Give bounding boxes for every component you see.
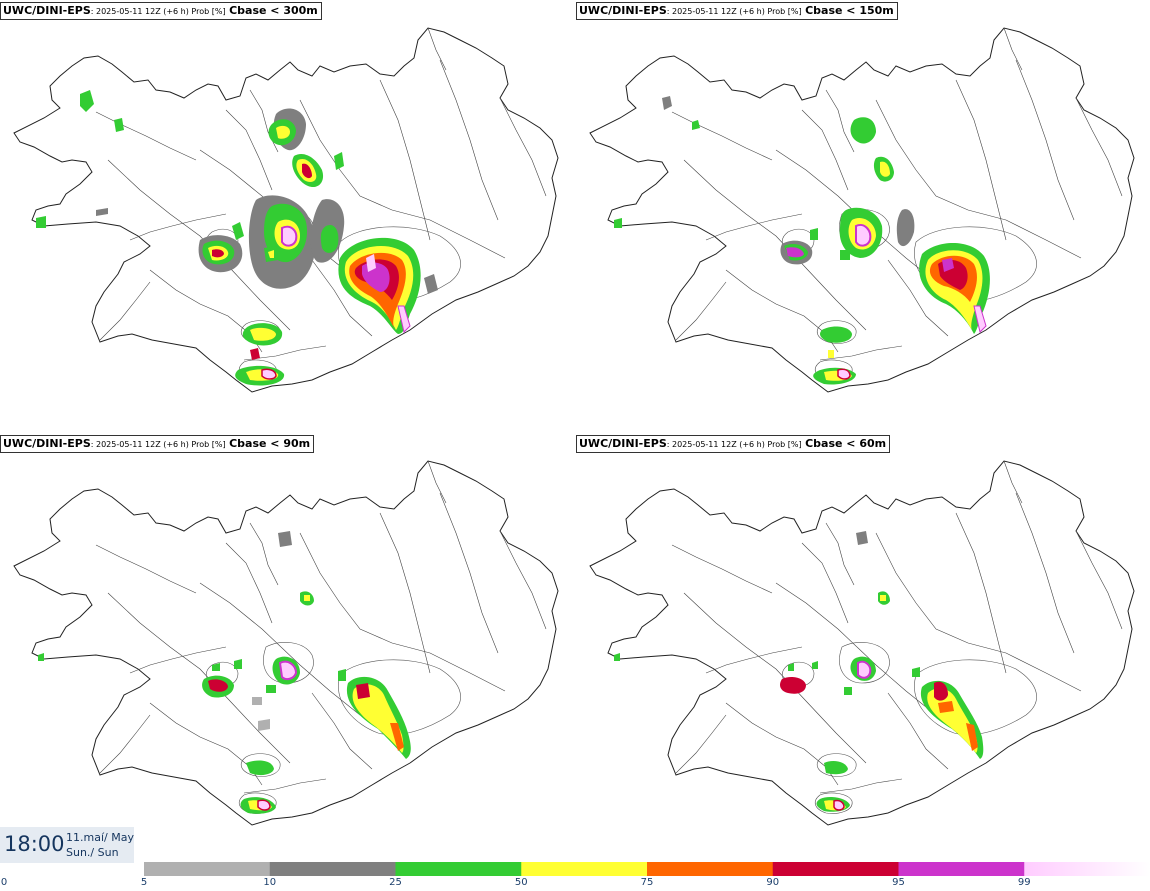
probability-field bbox=[614, 531, 984, 812]
valid-time-box: 18:00 11.maí/ May Sun./ Sun bbox=[0, 827, 134, 863]
legend-swatch bbox=[144, 862, 271, 876]
valid-date-line2: Sun./ Sun bbox=[66, 846, 119, 859]
run-info: : 2025-05-11 12Z (+6 h) Prob [%] bbox=[90, 440, 226, 449]
legend-tick-label: 10 bbox=[263, 877, 277, 888]
variable-name: Cbase < 90m bbox=[229, 437, 311, 450]
panel-title: UWC/DINI-EPS: 2025-05-11 12Z (+6 h) Prob… bbox=[576, 435, 891, 453]
legend-swatch bbox=[269, 862, 396, 876]
legend-swatch bbox=[521, 862, 648, 876]
map-panel-cbase-90: UWC/DINI-EPS: 2025-05-11 12Z (+6 h) Prob… bbox=[0, 433, 574, 863]
legend-swatch bbox=[898, 862, 1025, 876]
iceland-probability-map bbox=[589, 27, 1135, 393]
variable-name: Cbase < 60m bbox=[805, 437, 887, 450]
legend-tick-label: 0 bbox=[0, 877, 8, 888]
legend-tick-label: 99 bbox=[1017, 877, 1031, 888]
legend-tick-label: 25 bbox=[389, 877, 402, 888]
probability-field bbox=[614, 96, 990, 385]
legend-swatch bbox=[395, 862, 522, 876]
iceland-probability-map bbox=[13, 27, 559, 393]
legend-tick-label: 50 bbox=[514, 877, 528, 888]
model-name: UWC/DINI-EPS bbox=[3, 437, 91, 450]
probability-field bbox=[36, 90, 438, 386]
iceland-probability-map bbox=[13, 460, 559, 826]
model-name: UWC/DINI-EPS bbox=[579, 437, 667, 450]
legend-tick-label: 5 bbox=[140, 877, 148, 888]
legend-swatch bbox=[772, 862, 899, 876]
variable-name: Cbase < 150m bbox=[805, 4, 894, 17]
panel-title: UWC/DINI-EPS: 2025-05-11 12Z (+6 h) Prob… bbox=[0, 2, 322, 20]
run-info: : 2025-05-11 12Z (+6 h) Prob [%] bbox=[90, 7, 226, 16]
variable-name: Cbase < 300m bbox=[229, 4, 318, 17]
probability-color-scale bbox=[144, 862, 1150, 876]
panel-title: UWC/DINI-EPS: 2025-05-11 12Z (+6 h) Prob… bbox=[576, 2, 898, 20]
run-info: : 2025-05-11 12Z (+6 h) Prob [%] bbox=[666, 440, 802, 449]
legend-tick-label: 95 bbox=[892, 877, 905, 888]
legend-swatch bbox=[1024, 862, 1150, 876]
map-panel-cbase-300: UWC/DINI-EPS: 2025-05-11 12Z (+6 h) Prob… bbox=[0, 0, 574, 430]
model-name: UWC/DINI-EPS bbox=[3, 4, 91, 17]
map-panel-cbase-60: UWC/DINI-EPS: 2025-05-11 12Z (+6 h) Prob… bbox=[576, 433, 1150, 863]
valid-date-line1: 11.maí/ May bbox=[66, 831, 134, 844]
legend-tick-label: 90 bbox=[766, 877, 780, 888]
model-name: UWC/DINI-EPS bbox=[579, 4, 667, 17]
legend-swatch bbox=[647, 862, 774, 876]
legend-tick-label: 75 bbox=[640, 877, 654, 888]
run-info: : 2025-05-11 12Z (+6 h) Prob [%] bbox=[666, 7, 802, 16]
valid-time-clock: 18:00 bbox=[4, 832, 65, 856]
probability-field bbox=[38, 531, 411, 814]
iceland-probability-map bbox=[589, 460, 1135, 826]
panel-title: UWC/DINI-EPS: 2025-05-11 12Z (+6 h) Prob… bbox=[0, 435, 315, 453]
map-panel-cbase-150: UWC/DINI-EPS: 2025-05-11 12Z (+6 h) Prob… bbox=[576, 0, 1150, 430]
